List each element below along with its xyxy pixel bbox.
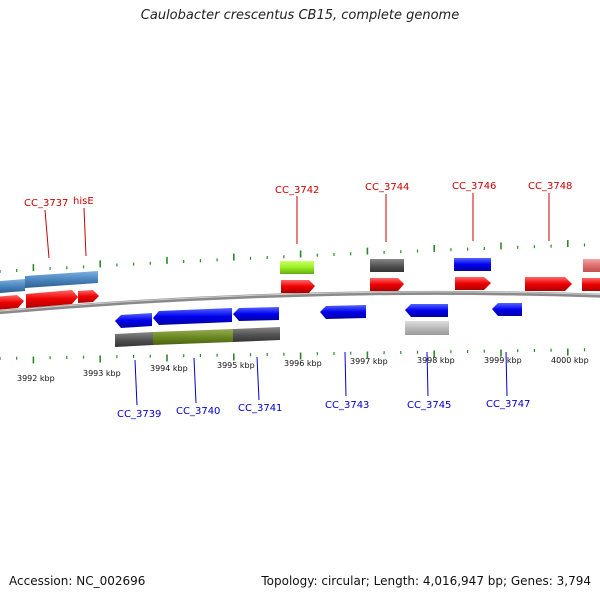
gene-arrow-cc3744[interactable] bbox=[370, 278, 404, 291]
gene-label-cc3743[interactable]: CC_3743 bbox=[325, 400, 369, 411]
gene-arrow-cc3742[interactable] bbox=[281, 280, 315, 293]
kbp-label: 3994 kbp bbox=[150, 364, 188, 373]
gene-label-cc3737[interactable]: CC_3737 bbox=[24, 198, 68, 209]
gene-arrow-red[interactable] bbox=[582, 278, 600, 291]
genome-title: Caulobacter crescentus CB15, complete ge… bbox=[140, 8, 460, 23]
gene-arrow-hise[interactable] bbox=[78, 290, 99, 303]
genome-stats-text: Topology: circular; Length: 4,016,947 bp… bbox=[261, 574, 591, 588]
leader-line bbox=[344, 351, 347, 397]
gene-label-cc3748[interactable]: CC_3748 bbox=[528, 181, 572, 192]
reverse-strand-genes bbox=[115, 303, 522, 328]
top-gene-labels: CC_3737 hisE CC_3742 CC_3744 CC_3746 CC_… bbox=[24, 181, 572, 209]
kbp-label: 3995 kbp bbox=[217, 361, 255, 370]
gene-block-steel[interactable] bbox=[0, 279, 25, 293]
gene-block-cc3741[interactable] bbox=[233, 327, 280, 342]
gene-block-cc3744[interactable] bbox=[370, 259, 404, 272]
leader-line bbox=[134, 359, 138, 406]
gene-label-cc3741[interactable]: CC_3741 bbox=[238, 403, 282, 414]
kbp-label: 3997 kbp bbox=[350, 357, 388, 366]
kbp-label: 4000 kbp bbox=[551, 356, 589, 365]
gene-arrow-cc3741[interactable] bbox=[233, 307, 279, 321]
top-tick-row bbox=[0, 240, 586, 273]
leader-line bbox=[83, 207, 87, 257]
gene-block-steel[interactable] bbox=[25, 271, 98, 288]
gene-label-cc3746[interactable]: CC_3746 bbox=[452, 181, 496, 192]
bottom-feature-lane bbox=[115, 321, 449, 347]
leader-line bbox=[44, 209, 50, 259]
forward-strand-genes bbox=[0, 277, 600, 310]
gene-block-cc3748[interactable] bbox=[583, 259, 600, 272]
gene-arrow-cc3747[interactable] bbox=[492, 303, 522, 316]
leader-line bbox=[505, 351, 508, 397]
kbp-labels: 3992 kbp 3993 kbp 3994 kbp 3995 kbp 3996… bbox=[17, 356, 589, 383]
gene-block-cc3742[interactable] bbox=[280, 261, 314, 274]
gene-label-hise[interactable]: hisE bbox=[73, 196, 94, 207]
gene-arrow-cc3737[interactable] bbox=[26, 290, 78, 308]
kbp-label: 3993 kbp bbox=[83, 369, 121, 378]
gene-arrow-cc3745[interactable] bbox=[405, 304, 448, 317]
gene-label-cc3739[interactable]: CC_3739 bbox=[117, 409, 161, 420]
bottom-gene-labels: CC_3739 CC_3740 CC_3741 CC_3743 CC_3745 … bbox=[117, 399, 530, 420]
bottom-label-leaders bbox=[134, 351, 508, 406]
kbp-label: 3992 kbp bbox=[17, 374, 55, 383]
gene-arrow-red[interactable] bbox=[0, 295, 24, 310]
gene-block-cc3739[interactable] bbox=[115, 332, 153, 347]
accession-text: Accession: NC_002696 bbox=[9, 574, 146, 588]
gene-block-cc3746[interactable] bbox=[454, 258, 491, 271]
gene-arrow-cc3748[interactable] bbox=[525, 277, 572, 291]
gene-block-cc3745[interactable] bbox=[405, 321, 449, 335]
top-label-leaders bbox=[44, 193, 550, 259]
gene-label-cc3740[interactable]: CC_3740 bbox=[176, 406, 220, 417]
bottom-tick-row bbox=[0, 348, 586, 364]
gene-label-cc3745[interactable]: CC_3745 bbox=[407, 400, 451, 411]
genome-backbone-highlight bbox=[0, 291, 600, 312]
kbp-label: 3999 kbp bbox=[484, 356, 522, 365]
genome-backbone bbox=[0, 290, 600, 315]
gene-arrow-cc3746[interactable] bbox=[455, 277, 491, 290]
gene-label-cc3742[interactable]: CC_3742 bbox=[275, 185, 319, 196]
kbp-label: 3998 kbp bbox=[417, 356, 455, 365]
leader-line bbox=[256, 356, 260, 401]
gene-arrow-cc3739[interactable] bbox=[115, 313, 152, 328]
gene-arrow-cc3740[interactable] bbox=[153, 308, 232, 325]
gene-arrow-cc3743[interactable] bbox=[320, 305, 366, 319]
gene-label-cc3747[interactable]: CC_3747 bbox=[486, 399, 530, 410]
leader-line bbox=[193, 357, 197, 404]
kbp-label: 3996 kbp bbox=[284, 359, 322, 368]
gene-block-cc3740[interactable] bbox=[153, 329, 233, 345]
top-feature-lane bbox=[0, 258, 600, 293]
gene-label-cc3744[interactable]: CC_3744 bbox=[365, 182, 409, 193]
leader-line bbox=[426, 351, 429, 397]
